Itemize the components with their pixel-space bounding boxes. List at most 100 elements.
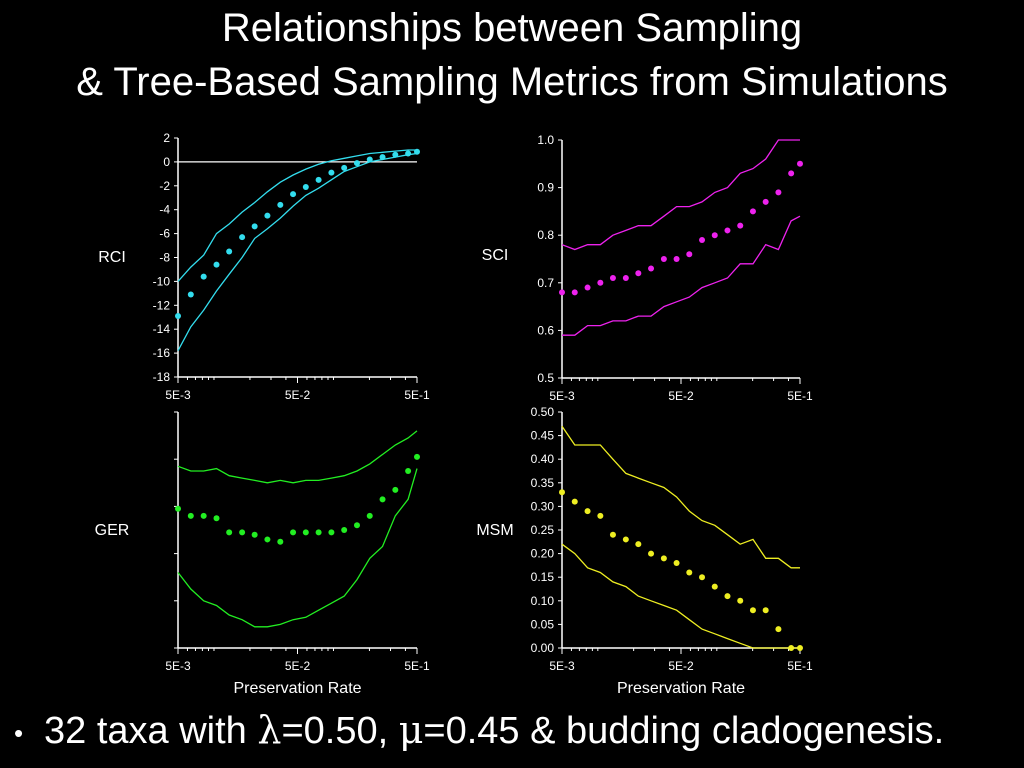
mean-point bbox=[699, 236, 706, 243]
chart-ger: 5E-3 5E-2 5E-1 GER Preservation Rate bbox=[95, 411, 430, 697]
mean-point bbox=[673, 560, 680, 567]
mean-point bbox=[366, 156, 373, 163]
mean-point bbox=[226, 248, 233, 255]
mean-point bbox=[187, 512, 194, 519]
mean-point bbox=[392, 486, 399, 493]
x-tick-label: 5E-1 bbox=[787, 389, 813, 403]
x-tick-label: 5E-2 bbox=[668, 389, 694, 403]
mean-point bbox=[559, 289, 565, 296]
mean-point bbox=[213, 515, 220, 522]
mean-point bbox=[724, 593, 731, 600]
mean-point bbox=[353, 160, 360, 167]
mean-point bbox=[797, 160, 803, 167]
x-tick-label: 5E-2 bbox=[285, 659, 311, 673]
y-tick-label: 0.25 bbox=[531, 523, 555, 537]
y-tick-label: 0.10 bbox=[531, 594, 555, 608]
x-tick-label: 5E-3 bbox=[165, 388, 191, 402]
y-tick-label: 0.05 bbox=[531, 617, 555, 631]
y-axis-label: SCI bbox=[482, 247, 509, 264]
lower-bound-line bbox=[177, 152, 418, 352]
y-tick-label: 0.45 bbox=[531, 429, 555, 443]
chart-sci: 1.0 0.9 0.8 0.7 0.6 0.5 5E-3 5E-2 5E-1 SCI bbox=[482, 133, 813, 403]
mean-point bbox=[571, 289, 578, 296]
mean-point bbox=[328, 169, 335, 176]
mean-point bbox=[737, 222, 744, 229]
y-tick-label: -16 bbox=[153, 346, 171, 360]
upper-bound-line bbox=[177, 149, 417, 282]
mean-point bbox=[762, 198, 769, 205]
upper-bound-line bbox=[561, 425, 800, 569]
mu-symbol: μ bbox=[398, 708, 424, 752]
caption-lambda-value: =0.50, bbox=[281, 710, 399, 752]
y-tick-label: 0.35 bbox=[531, 476, 555, 490]
mean-point bbox=[635, 541, 642, 548]
y-tick-label: -4 bbox=[159, 203, 170, 217]
mean-point bbox=[302, 183, 309, 190]
mean-point bbox=[597, 512, 604, 519]
chart-msm: 0.50 0.45 0.40 0.35 0.30 0.25 0.20 0.15 0.10 0.05… bbox=[476, 405, 813, 697]
mean-point bbox=[175, 505, 181, 512]
mean-point bbox=[341, 527, 348, 533]
mean-point bbox=[622, 536, 629, 543]
mean-point bbox=[251, 531, 258, 538]
mean-point bbox=[213, 261, 220, 268]
mean-point bbox=[660, 555, 667, 562]
mean-point bbox=[609, 275, 616, 282]
mean-point bbox=[686, 251, 693, 258]
y-tick-label: 0.15 bbox=[531, 570, 555, 584]
lower-bound-line bbox=[562, 215, 801, 336]
mean-point bbox=[302, 529, 309, 536]
mean-point bbox=[609, 531, 616, 538]
x-tick-label: 5E-2 bbox=[285, 388, 311, 402]
lower-bound-line bbox=[177, 468, 418, 628]
upper-bound-line bbox=[561, 139, 800, 251]
mean-point bbox=[648, 550, 655, 557]
y-axis-label: MSM bbox=[476, 522, 513, 539]
mean-point bbox=[559, 489, 565, 496]
x-tick-label: 5E-3 bbox=[165, 659, 191, 673]
x-axis-label: Preservation Rate bbox=[617, 680, 745, 697]
mean-point bbox=[405, 150, 412, 157]
mean-point bbox=[392, 151, 399, 158]
mean-point bbox=[584, 284, 591, 291]
y-tick-label: 1.0 bbox=[537, 133, 554, 147]
slide-title-line-2: & Tree-Based Sampling Metrics from Simul… bbox=[76, 60, 948, 104]
caption-suffix: =0.45 & budding cladogenesis. bbox=[423, 710, 945, 752]
y-tick-label: 0.7 bbox=[537, 276, 554, 290]
y-tick-label: -12 bbox=[153, 298, 171, 312]
mean-point bbox=[788, 170, 795, 177]
mean-point bbox=[175, 313, 181, 320]
mean-point bbox=[788, 645, 795, 651]
mean-point bbox=[597, 279, 604, 286]
y-axis-label: RCI bbox=[98, 249, 126, 266]
y-tick-label: -18 bbox=[153, 370, 171, 384]
mean-point bbox=[737, 597, 744, 604]
x-tick-label: 5E-3 bbox=[549, 389, 575, 403]
mean-point bbox=[264, 212, 271, 219]
y-tick-label: 0.30 bbox=[531, 499, 555, 513]
mean-point bbox=[711, 232, 718, 239]
y-tick-label: 0.9 bbox=[537, 181, 554, 195]
y-tick-label: 0.20 bbox=[531, 547, 555, 561]
x-tick-label: 5E-1 bbox=[404, 659, 430, 673]
x-tick-label: 5E-2 bbox=[668, 659, 694, 673]
lower-bound-line bbox=[561, 543, 800, 649]
mean-point bbox=[775, 189, 782, 196]
mean-point bbox=[277, 201, 284, 208]
x-tick-label: 5E-3 bbox=[549, 659, 575, 673]
bullet-icon: • bbox=[14, 717, 24, 748]
y-tick-label: -14 bbox=[153, 322, 171, 336]
mean-point bbox=[226, 529, 233, 536]
mean-point bbox=[353, 522, 360, 529]
upper-bound-line bbox=[177, 430, 418, 484]
mean-point bbox=[699, 574, 706, 581]
mean-point bbox=[366, 512, 373, 519]
mean-point bbox=[660, 256, 667, 262]
x-axis-label: Preservation Rate bbox=[233, 680, 361, 697]
mean-point bbox=[775, 626, 782, 633]
mean-point bbox=[673, 256, 680, 262]
mean-point bbox=[379, 154, 386, 161]
mean-point bbox=[797, 645, 803, 651]
mean-point bbox=[405, 468, 412, 474]
